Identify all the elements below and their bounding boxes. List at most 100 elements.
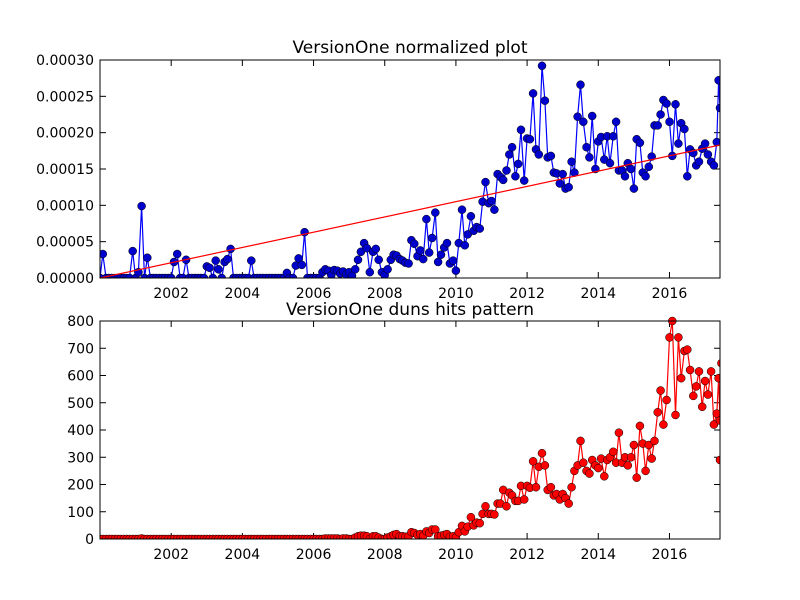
bottom-data-point [689, 392, 697, 400]
bottom-data-point [568, 483, 576, 491]
top-data-point [529, 89, 537, 97]
top-data-point [538, 62, 546, 70]
bottom-data-point [585, 470, 593, 478]
chart-bottom-title: VersionOne duns hits pattern [286, 300, 534, 320]
top-data-point [701, 140, 709, 148]
top-data-point [129, 247, 137, 255]
top-y-tick-label: 0.00005 [36, 235, 94, 251]
top-data-point [565, 183, 573, 191]
top-data-point [372, 245, 380, 253]
bottom-data-point [577, 437, 585, 445]
bottom-data-point [630, 441, 638, 449]
top-data-point [422, 215, 430, 223]
bottom-data-point [609, 448, 617, 456]
top-data-point [206, 264, 214, 272]
top-data-point [559, 170, 567, 178]
bottom-data-point [615, 429, 623, 437]
top-data-point [488, 197, 496, 205]
top-data-point [428, 234, 436, 242]
bottom-x-tick-label: 2012 [509, 547, 545, 563]
top-data-point [458, 206, 466, 214]
bottom-data-point [692, 382, 700, 390]
top-data-point [609, 132, 617, 140]
top-x-tick-label: 2004 [225, 286, 261, 302]
bottom-y-tick-label: 200 [67, 478, 94, 494]
top-data-point [425, 249, 433, 257]
bottom-x-tick-label: 2010 [438, 547, 474, 563]
top-data-point [223, 255, 231, 263]
bottom-data-point [532, 483, 540, 491]
top-data-point [405, 260, 413, 268]
top-data-point [704, 151, 712, 159]
top-data-point [490, 206, 498, 214]
top-x-tick-label: 2016 [652, 286, 688, 302]
top-data-point [663, 100, 671, 108]
top-data-point [419, 255, 427, 263]
bottom-data-point [686, 366, 694, 374]
top-data-point [588, 112, 596, 120]
top-data-point [645, 163, 653, 171]
bottom-data-point [520, 496, 528, 504]
bottom-data-point [624, 461, 632, 469]
bottom-data-point [565, 500, 573, 508]
bottom-y-tick-label: 600 [67, 369, 94, 385]
bottom-data-point [657, 387, 665, 395]
top-data-point [298, 261, 306, 269]
top-data-point [476, 225, 484, 233]
top-data-point [431, 209, 439, 217]
bottom-data-point [490, 511, 498, 519]
top-data-point [138, 202, 146, 210]
bottom-x-tick-label: 2004 [225, 547, 261, 563]
bottom-data-point [648, 455, 656, 463]
bottom-data-point [541, 461, 549, 469]
top-data-point [452, 267, 460, 275]
top-data-point [621, 172, 629, 180]
bottom-data-point [627, 453, 635, 461]
bottom-data-point [636, 422, 644, 430]
top-data-point [173, 250, 181, 258]
top-data-point [514, 160, 522, 168]
bottom-data-point [579, 459, 587, 467]
top-data-point [520, 177, 528, 185]
top-data-point [375, 256, 383, 264]
top-data-point [461, 241, 469, 249]
bottom-data-point [707, 367, 715, 375]
bottom-x-tick-label: 2002 [153, 547, 189, 563]
bottom-data-point [503, 502, 511, 510]
bottom-y-tick-label: 100 [67, 505, 94, 521]
bottom-data-point [538, 449, 546, 457]
bottom-y-tick-label: 300 [67, 450, 94, 466]
top-data-point [410, 240, 418, 248]
top-y-tick-label: 0.00030 [36, 53, 94, 69]
top-data-point [547, 152, 555, 160]
bottom-y-tick-label: 800 [67, 314, 94, 330]
top-data-point [351, 265, 359, 273]
top-data-point [247, 257, 255, 265]
top-data-point [511, 172, 519, 180]
top-data-point [612, 118, 620, 126]
bottom-data-point [651, 437, 659, 445]
bottom-data-point [704, 391, 712, 399]
bottom-data-point [677, 374, 685, 382]
top-data-point [579, 118, 587, 126]
top-data-point [683, 172, 691, 180]
bottom-x-tick-label: 2008 [367, 547, 403, 563]
top-x-tick-label: 2002 [153, 286, 189, 302]
chart-top-title: VersionOne normalized plot [293, 38, 528, 58]
bottom-data-point [659, 421, 667, 429]
top-data-point [503, 167, 511, 175]
top-data-point [535, 151, 543, 159]
bottom-data-point [654, 408, 662, 416]
top-data-point [630, 185, 638, 193]
top-data-point [606, 159, 614, 167]
top-data-point [672, 100, 680, 108]
top-data-point [627, 165, 635, 173]
top-data-point [657, 111, 665, 119]
bottom-data-point [633, 474, 641, 482]
top-data-point [482, 178, 490, 186]
top-y-tick-label: 0.00025 [36, 89, 94, 105]
bottom-data-point [701, 377, 709, 385]
top-data-point [517, 126, 525, 134]
bottom-data-point [482, 502, 490, 510]
